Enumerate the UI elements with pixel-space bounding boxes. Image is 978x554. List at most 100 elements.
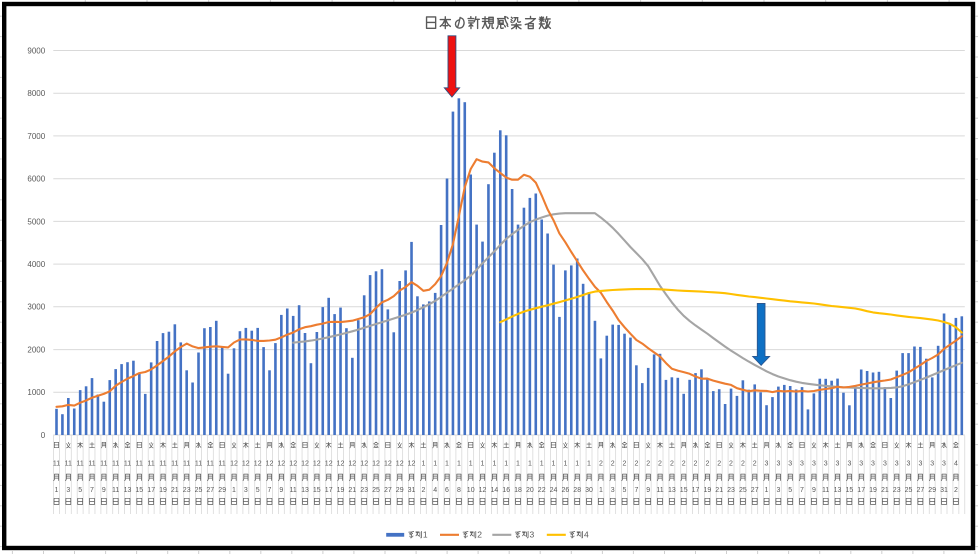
svg-text:3: 3	[800, 461, 804, 468]
svg-text:7: 7	[268, 487, 272, 494]
svg-text:3000: 3000	[27, 303, 45, 312]
svg-text:1: 1	[504, 461, 508, 468]
svg-text:11: 11	[207, 461, 214, 468]
svg-text:21: 21	[715, 487, 723, 494]
svg-text:14: 14	[491, 487, 499, 494]
svg-text:17: 17	[147, 487, 155, 494]
svg-text:2: 2	[623, 461, 627, 468]
svg-text:11: 11	[656, 487, 663, 494]
svg-text:3: 3	[812, 461, 816, 468]
svg-text:2: 2	[646, 461, 650, 468]
svg-text:1: 1	[433, 461, 437, 468]
svg-text:3: 3	[776, 461, 780, 468]
svg-text:1: 1	[528, 461, 532, 468]
svg-text:4: 4	[433, 487, 437, 494]
svg-text:11: 11	[219, 461, 226, 468]
svg-text:12: 12	[384, 461, 392, 468]
svg-text:12: 12	[242, 461, 250, 468]
svg-text:5000: 5000	[27, 217, 45, 226]
svg-text:17: 17	[692, 487, 700, 494]
svg-text:9: 9	[279, 487, 283, 494]
svg-text:11: 11	[100, 461, 107, 468]
svg-text:4: 4	[954, 461, 958, 468]
svg-text:3: 3	[918, 461, 922, 468]
svg-text:29: 29	[218, 487, 226, 494]
svg-text:2: 2	[611, 461, 615, 468]
svg-text:12: 12	[408, 461, 416, 468]
svg-text:2: 2	[717, 461, 721, 468]
svg-text:3: 3	[883, 461, 887, 468]
svg-text:1: 1	[232, 487, 236, 494]
svg-text:1: 1	[423, 530, 428, 540]
svg-text:11: 11	[195, 461, 202, 468]
svg-text:0: 0	[41, 431, 46, 440]
svg-text:3: 3	[847, 461, 851, 468]
svg-text:25: 25	[195, 487, 203, 494]
svg-text:13: 13	[834, 487, 842, 494]
svg-text:11: 11	[124, 461, 131, 468]
svg-text:29: 29	[928, 487, 936, 494]
svg-text:2: 2	[670, 461, 674, 468]
svg-text:13: 13	[124, 487, 132, 494]
svg-text:12: 12	[313, 461, 321, 468]
svg-text:30: 30	[585, 487, 593, 494]
svg-text:3: 3	[788, 461, 792, 468]
svg-text:2: 2	[477, 530, 482, 540]
svg-text:23: 23	[360, 487, 368, 494]
svg-text:11: 11	[136, 461, 143, 468]
svg-text:12: 12	[348, 461, 356, 468]
svg-text:18: 18	[514, 487, 522, 494]
svg-text:11: 11	[112, 487, 119, 494]
svg-text:11: 11	[65, 461, 72, 468]
svg-text:19: 19	[704, 487, 712, 494]
svg-text:3: 3	[907, 461, 911, 468]
svg-text:1: 1	[469, 461, 473, 468]
svg-text:2000: 2000	[27, 346, 45, 355]
svg-text:9000: 9000	[27, 46, 45, 55]
svg-text:1: 1	[587, 461, 591, 468]
svg-text:11: 11	[53, 461, 60, 468]
svg-text:3: 3	[824, 461, 828, 468]
svg-text:3: 3	[244, 487, 248, 494]
svg-text:27: 27	[751, 487, 759, 494]
svg-text:2: 2	[421, 487, 425, 494]
svg-text:31: 31	[408, 487, 416, 494]
svg-text:21: 21	[171, 487, 179, 494]
svg-text:10: 10	[467, 487, 475, 494]
svg-text:2: 2	[634, 461, 638, 468]
svg-text:5: 5	[256, 487, 260, 494]
svg-text:1: 1	[599, 487, 603, 494]
svg-text:3: 3	[776, 487, 780, 494]
svg-text:11: 11	[112, 461, 119, 468]
svg-text:25: 25	[905, 487, 913, 494]
svg-text:27: 27	[206, 487, 214, 494]
svg-text:19: 19	[337, 487, 345, 494]
svg-text:4: 4	[584, 530, 589, 540]
svg-text:7000: 7000	[27, 132, 45, 141]
svg-text:12: 12	[277, 461, 285, 468]
svg-text:25: 25	[739, 487, 747, 494]
svg-text:3: 3	[530, 530, 535, 540]
svg-text:12: 12	[254, 461, 262, 468]
svg-text:11: 11	[290, 487, 297, 494]
svg-text:11: 11	[148, 461, 155, 468]
svg-text:12: 12	[337, 461, 345, 468]
svg-text:9: 9	[646, 487, 650, 494]
svg-text:2: 2	[658, 461, 662, 468]
svg-text:2: 2	[741, 461, 745, 468]
svg-text:23: 23	[183, 487, 191, 494]
svg-text:19: 19	[869, 487, 877, 494]
svg-text:1: 1	[765, 487, 769, 494]
svg-text:12: 12	[289, 461, 297, 468]
svg-text:24: 24	[550, 487, 558, 494]
svg-text:2: 2	[694, 461, 698, 468]
svg-text:21: 21	[881, 487, 889, 494]
svg-text:16: 16	[502, 487, 510, 494]
svg-text:26: 26	[562, 487, 570, 494]
svg-text:6000: 6000	[27, 175, 45, 184]
svg-text:2: 2	[729, 461, 733, 468]
svg-text:5: 5	[623, 487, 627, 494]
svg-text:7: 7	[90, 487, 94, 494]
svg-text:2: 2	[753, 461, 757, 468]
svg-text:3: 3	[895, 461, 899, 468]
